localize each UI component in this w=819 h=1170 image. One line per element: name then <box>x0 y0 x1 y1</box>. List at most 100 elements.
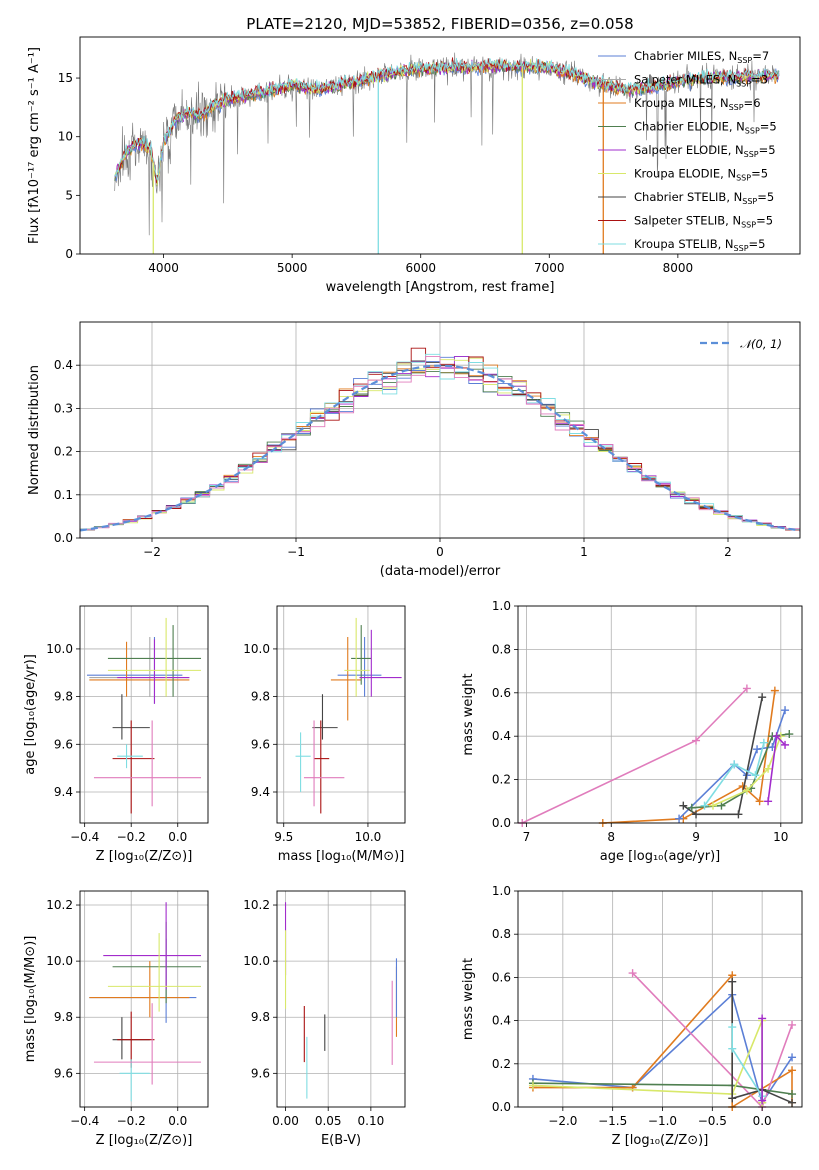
y-tick-label: 0.8 <box>492 642 511 656</box>
y-tick-label: 9.4 <box>251 785 270 799</box>
legend-label-sep: , N <box>725 214 741 228</box>
y-axis-label: mass weight <box>461 673 476 755</box>
legend-label-name: Kroupa ELODIE <box>634 167 720 181</box>
legend-label-name: Chabrier ELODIE <box>634 120 729 134</box>
weight-marker <box>770 686 779 695</box>
y-tick-label: 10.0 <box>46 642 73 656</box>
y-tick-label: 9.6 <box>54 1066 73 1080</box>
errorbar-point <box>89 641 190 697</box>
panel-age_vs_mass: 9.5 10.0 9.4 9.6 9.8 10.0 mass [log₁₀(M/M⊙)] <box>243 605 406 864</box>
x-tick-label: −2.0 <box>548 1114 577 1128</box>
legend-label-eq: = <box>759 143 769 157</box>
x-axis-label: Z [log₁₀(Z/Z⊙)] <box>96 1133 193 1148</box>
plot-area-age_vs_mass <box>295 617 402 814</box>
weight-marker <box>788 1020 797 1029</box>
legend-label-nssp: 5 <box>768 143 775 157</box>
y-tick-label: 9.6 <box>54 737 73 751</box>
y-tick-label: 0.4 <box>492 729 511 743</box>
x-tick-label: −2 <box>143 545 161 559</box>
weight-line <box>532 1020 763 1103</box>
y-tick-label: 9.8 <box>54 690 73 704</box>
panel-mass_vs_EBV: 0.00 0.05 0.10 9.6 9.8 10.0 10.2 E(B-V) <box>243 890 406 1148</box>
errorbar-point <box>107 617 202 697</box>
legend-label-eq: = <box>760 120 770 134</box>
weight-marker <box>728 1023 737 1032</box>
legend-label-eq: = <box>751 167 761 181</box>
y-tick-label: 1.0 <box>492 599 511 613</box>
weight-marker <box>758 693 767 702</box>
x-tick-label: −0.4 <box>70 1114 99 1128</box>
legend-label-name: Kroupa MILES <box>634 96 713 110</box>
errorbar-point <box>107 933 202 1012</box>
x-tick-label: −0.2 <box>117 830 146 844</box>
axes-frame <box>79 36 801 255</box>
y-tick-label: 0.6 <box>492 686 511 700</box>
x-axis-label: Z [log₁₀(Z/Z⊙)] <box>612 1133 709 1148</box>
x-tick-label: 4000 <box>148 261 179 275</box>
y-tick-label: 10.2 <box>243 898 270 912</box>
weight-marker <box>781 740 790 749</box>
legend-label-name: Salpeter MILES <box>634 73 720 87</box>
spectrum-title: PLATE=2120, MJD=53852, FIBERID=0356, z=0… <box>246 15 633 33</box>
y-tick-label: 10.0 <box>243 642 270 656</box>
legend-label: Chabrier STELIB, NSSP=5 <box>634 190 774 206</box>
legend-label: Salpeter MILES, NSSP=3 <box>634 73 768 89</box>
errorbar-point <box>359 629 402 697</box>
x-tick-label: 0 <box>436 545 444 559</box>
x-tick-label: 0.0 <box>753 1114 772 1128</box>
errorbar-point <box>112 720 155 814</box>
weight-marker <box>788 1090 797 1099</box>
errorbar-point <box>89 938 197 1023</box>
weight-marker <box>751 771 760 780</box>
legend-label-name: Chabrier STELIB <box>634 190 726 204</box>
errorbar-point <box>314 720 330 814</box>
x-tick-label: 5000 <box>277 261 308 275</box>
errorbar-point <box>344 617 370 697</box>
normal-curve <box>79 364 801 532</box>
legend-label: Salpeter ELODIE, NSSP=5 <box>634 143 776 159</box>
x-tick-label: 8 <box>607 830 615 844</box>
weight-marker <box>788 1066 797 1075</box>
legend-label: 𝒩(0, 1) <box>740 337 782 351</box>
x-tick-label: −1.5 <box>598 1114 627 1128</box>
y-tick-label: 0.1 <box>54 488 73 502</box>
axes-frame <box>276 890 406 1108</box>
x-axis-label: (data-model)/error <box>380 564 501 579</box>
y-tick-label: 0.2 <box>492 773 511 787</box>
legend-label: Chabrier MILES, NSSP=7 <box>634 49 769 65</box>
legend-label: Kroupa STELIB, NSSP=5 <box>634 237 766 253</box>
x-tick-label: −0.2 <box>117 1114 146 1128</box>
legend-label-sub: SSP <box>736 80 751 89</box>
y-tick-label: 0.6 <box>492 970 511 984</box>
y-tick-label: 10.0 <box>46 954 73 968</box>
legend-label-sep: , N <box>726 190 742 204</box>
legend-label-sep: , N <box>721 49 737 63</box>
errorbar-point <box>117 744 143 769</box>
x-axis-label: age [log₁₀(age/yr)] <box>600 849 721 864</box>
weight-marker <box>788 1098 797 1107</box>
y-tick-label: 9.8 <box>251 1010 270 1024</box>
legend-label-sub: SSP <box>734 244 749 253</box>
weight-line <box>678 709 786 820</box>
weight-line <box>532 1082 793 1095</box>
weight-marker <box>742 786 751 795</box>
legend-label-eq: = <box>744 96 754 110</box>
weight-marker <box>692 810 701 819</box>
y-tick-label: 0.8 <box>492 927 511 941</box>
legend-label-sep: , N <box>729 120 745 134</box>
y-tick-label: 5 <box>65 188 73 202</box>
plot-area-weight_vs_Z <box>528 969 797 1111</box>
weight-marker <box>700 801 709 810</box>
weight-marker <box>728 977 737 986</box>
legend-label-nssp: 5 <box>767 190 774 204</box>
errorbar-point <box>112 921 202 1004</box>
y-axis-label: mass [log₁₀(M/M⊙)] <box>23 936 38 1063</box>
y-tick-label: 0.0 <box>492 816 511 830</box>
legend-label-nssp: 5 <box>769 120 776 134</box>
legend-label-nssp: 5 <box>761 167 768 181</box>
legend-label-eq: = <box>757 190 767 204</box>
spectrum-model-line <box>114 57 780 184</box>
y-tick-label: 15 <box>58 71 73 85</box>
y-tick-label: 0.0 <box>54 531 73 545</box>
